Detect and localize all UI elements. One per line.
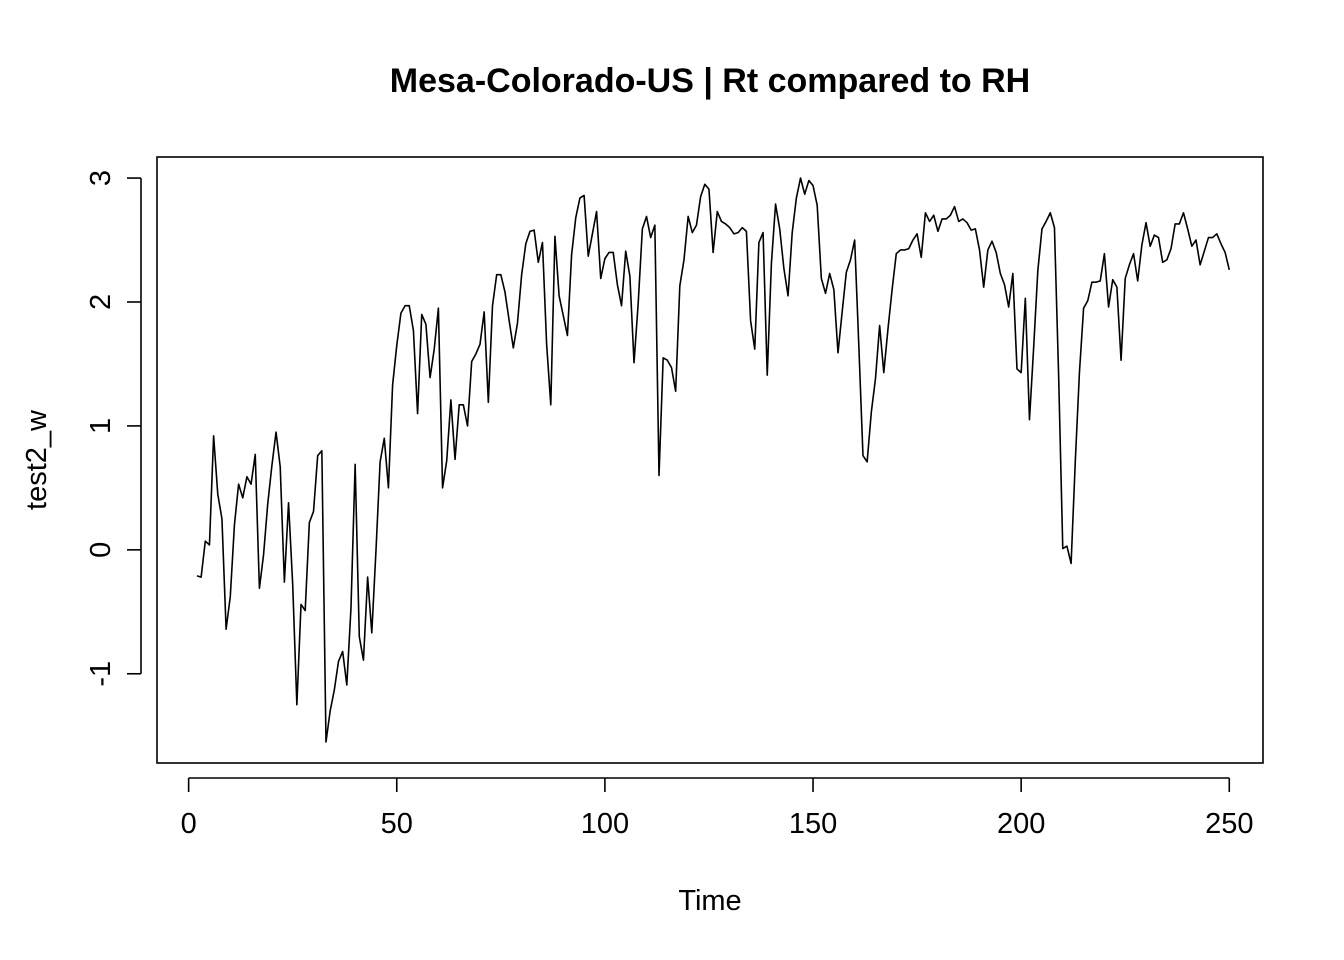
y-axis-label: test2_w xyxy=(21,409,53,510)
x-axis-label: Time xyxy=(678,885,741,917)
plot-frame xyxy=(156,156,1264,764)
chart-title: Mesa-Colorado-US | Rt compared to RH xyxy=(390,62,1030,100)
series-line xyxy=(196,177,1231,743)
x-tick-label: 200 xyxy=(997,808,1045,840)
x-tick-label: 150 xyxy=(789,808,837,840)
x-tick-label: 100 xyxy=(581,808,629,840)
y-tick-label: 3 xyxy=(85,170,117,186)
x-tick-label: 250 xyxy=(1205,808,1253,840)
x-tick-label: 0 xyxy=(181,808,197,840)
y-axis: -1 0 1 2 3 xyxy=(85,170,142,687)
y-tick-label: 2 xyxy=(85,294,117,310)
x-axis: 0 50 100 150 200 250 xyxy=(181,777,1253,840)
x-tick-label: 50 xyxy=(381,808,413,840)
y-tick-label: -1 xyxy=(85,661,117,687)
y-tick-label: 0 xyxy=(85,542,117,558)
y-tick-label: 1 xyxy=(85,418,117,434)
